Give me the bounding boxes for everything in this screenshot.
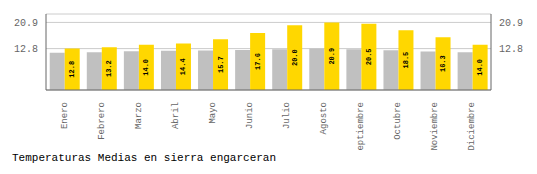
svg-text:12.8: 12.8 (499, 44, 523, 55)
svg-text:14.4: 14.4 (179, 58, 187, 75)
svg-text:Febrero: Febrero (97, 102, 107, 140)
svg-text:Noviembre: Noviembre (430, 102, 440, 150)
html-text:Temperaturas Medias en sierra: Temperaturas Medias en sierra engarceran (12, 152, 276, 164)
svg-text:17.6: 17.6 (254, 53, 262, 70)
svg-text:Diciembre: Diciembre (467, 102, 477, 150)
svg-text:20.9: 20.9 (328, 48, 336, 65)
svg-text:Junio: Junio (245, 102, 255, 129)
svg-text:12.8: 12.8 (68, 61, 76, 78)
svg-text:20.9: 20.9 (14, 18, 38, 29)
svg-text:12.8: 12.8 (14, 44, 38, 55)
svg-text:Mayo: Mayo (208, 102, 218, 124)
svg-text:Septiembre: Septiembre (356, 102, 366, 150)
svg-text:18.5: 18.5 (402, 52, 410, 69)
svg-text:15.7: 15.7 (217, 56, 225, 73)
svg-text:Marzo: Marzo (134, 102, 144, 129)
svg-text:16.3: 16.3 (439, 55, 447, 72)
svg-text:Octubre: Octubre (393, 102, 403, 140)
svg-text:20.9: 20.9 (499, 18, 523, 29)
svg-text:14.0: 14.0 (142, 59, 150, 76)
svg-text:Abril: Abril (171, 102, 181, 129)
svg-text:13.2: 13.2 (105, 60, 113, 77)
svg-text:20.5: 20.5 (365, 48, 373, 65)
svg-text:20.0: 20.0 (291, 49, 299, 66)
svg-text:14.0: 14.0 (476, 59, 484, 76)
svg-text:Agosto: Agosto (319, 102, 329, 134)
svg-text:Enero: Enero (60, 102, 70, 129)
svg-text:Julio: Julio (282, 102, 292, 129)
